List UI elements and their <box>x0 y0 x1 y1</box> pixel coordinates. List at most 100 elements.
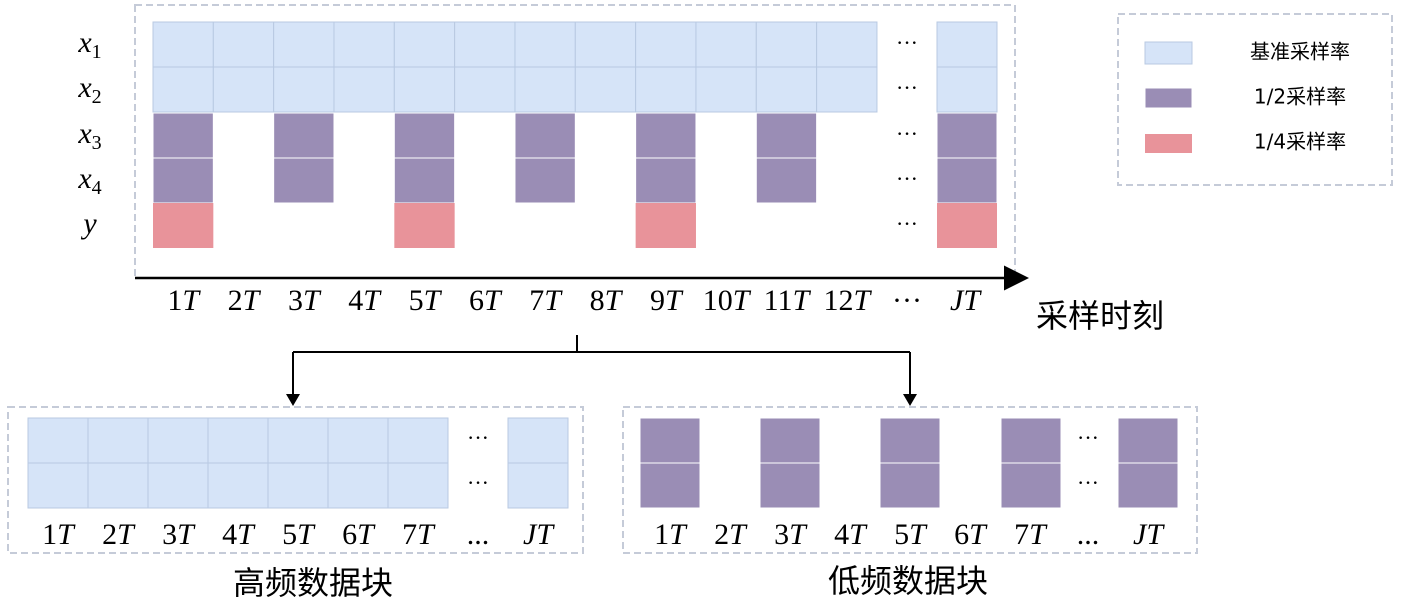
tick-label: 6T <box>469 284 503 317</box>
cell <box>879 462 941 509</box>
dots: ··· <box>1077 425 1099 450</box>
tick-unit: T <box>1029 518 1048 551</box>
tick-num: 2 <box>714 518 729 551</box>
tick-label: 3T <box>288 284 322 317</box>
tick-unit: T <box>243 284 262 317</box>
tick-num: 5 <box>894 518 909 551</box>
tick-label: 9T <box>650 284 684 317</box>
cell <box>393 66 456 113</box>
tick-label: 5T <box>282 518 316 551</box>
tick-num: 2 <box>228 284 243 317</box>
cell <box>394 203 455 248</box>
cell <box>635 112 697 159</box>
tick-label: 1T <box>42 518 76 551</box>
tick-num: 7 <box>1014 518 1029 551</box>
tick-num: 1 <box>167 284 182 317</box>
cell <box>635 203 696 248</box>
tick-unit: T <box>237 518 256 551</box>
cell <box>937 203 997 248</box>
tick-label: 1T <box>654 518 688 551</box>
tick-num: 5 <box>409 284 424 317</box>
cell <box>514 66 576 113</box>
tick-label: 2T <box>102 518 136 551</box>
tick-label: 6T <box>342 518 376 551</box>
cell <box>273 157 335 204</box>
tick-num: 4 <box>222 518 237 551</box>
cell <box>207 417 269 464</box>
tick-label: 5T <box>894 518 928 551</box>
cell <box>273 21 335 68</box>
tick-num: 1 <box>654 518 669 551</box>
tick-label: 4T <box>222 518 256 551</box>
tick-num: 3 <box>774 518 789 551</box>
tick-unit: T <box>177 518 196 551</box>
tick-unit: T <box>793 284 812 317</box>
tick-label: 1T <box>167 284 201 317</box>
dots: ··· <box>1077 470 1099 495</box>
tick-unit: T <box>297 518 316 551</box>
tick-label: 4T <box>348 284 382 317</box>
tick-unit: T <box>303 284 322 317</box>
top-frame <box>134 4 1016 279</box>
tick-num: 12 <box>823 284 853 317</box>
dots: ··· <box>467 425 489 450</box>
tick-unit: T <box>117 518 136 551</box>
tick-num: 9 <box>650 284 665 317</box>
tick-label: JT <box>1133 518 1165 551</box>
tick-unit: T <box>733 284 752 317</box>
tick-label: ... <box>1077 518 1100 551</box>
cell <box>507 462 569 509</box>
cell <box>27 462 89 509</box>
cell <box>393 157 456 204</box>
cell <box>816 66 878 113</box>
cell <box>639 417 701 464</box>
row-var: x <box>77 71 92 104</box>
row-var: x <box>77 162 92 195</box>
cell <box>327 462 389 509</box>
cell <box>1117 417 1179 464</box>
cell <box>514 112 576 159</box>
tick-unit: T <box>909 518 928 551</box>
row-sub: 2 <box>92 86 102 108</box>
tick-label: ... <box>467 518 490 551</box>
dots: ··· <box>896 30 918 55</box>
axis-title: 采样时刻 <box>1036 297 1164 335</box>
legend-label: 1/4采样率 <box>1254 130 1346 154</box>
tick-num: 2 <box>102 518 117 551</box>
tick-unit: T <box>57 518 76 551</box>
tick-label: 12T <box>823 284 872 317</box>
tick-unit: T <box>544 284 563 317</box>
legend-swatch <box>1145 134 1192 153</box>
tick-num: 8 <box>590 284 605 317</box>
cell <box>387 417 449 464</box>
tick-label: 3T <box>162 518 196 551</box>
tick-label: 8T <box>590 284 624 317</box>
tick-label: 6T <box>954 518 988 551</box>
tick-unit: T <box>853 284 872 317</box>
cell <box>27 417 89 464</box>
cell <box>267 417 329 464</box>
cell <box>393 112 456 159</box>
cell <box>387 462 449 509</box>
row-label: x3 <box>77 117 101 154</box>
tick-unit: T <box>729 518 748 551</box>
row-sub: 4 <box>92 177 102 199</box>
cell <box>635 157 697 204</box>
tick-num: 6 <box>954 518 969 551</box>
tick-label: ··· <box>892 284 922 317</box>
tick-unit: JT <box>1133 518 1165 551</box>
cell <box>755 66 818 113</box>
legend-swatch <box>1144 41 1193 65</box>
tick-num: 1 <box>42 518 57 551</box>
row-label: x4 <box>77 162 101 199</box>
tick-num: 4 <box>834 518 849 551</box>
cell <box>755 157 818 204</box>
tick-label: 7T <box>1014 518 1048 551</box>
tick-label: 11T <box>764 284 812 317</box>
tick-unit: JT <box>523 518 555 551</box>
tick-num: 7 <box>529 284 544 317</box>
cell <box>936 21 998 68</box>
tick-label: 7T <box>529 284 563 317</box>
cell <box>454 21 516 68</box>
